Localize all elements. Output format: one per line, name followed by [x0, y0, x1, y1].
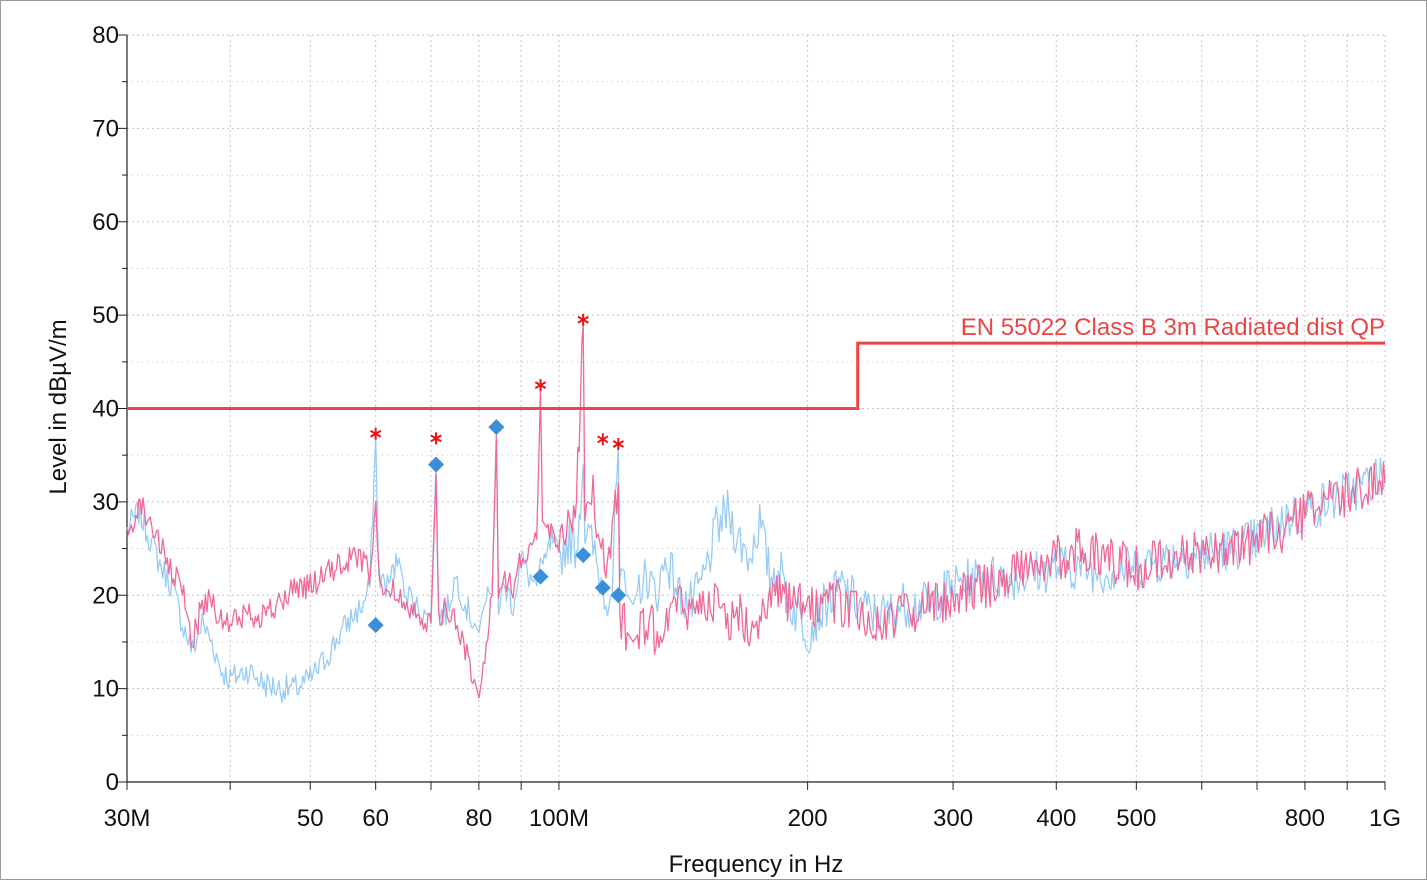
- y-tick-labels: 0 10 20 30 40 50 60 70 80: [92, 22, 119, 796]
- x-tick-label: 500: [1116, 805, 1156, 832]
- peak-marker: [534, 379, 547, 392]
- peak-marker-stroke: [612, 440, 625, 448]
- y-tick-label: 80: [92, 22, 119, 49]
- y-tick-label: 60: [92, 209, 119, 236]
- qp-marker: [575, 547, 592, 564]
- y-axis-label: Level in dBµV/m: [45, 319, 72, 494]
- peak-marker: [430, 432, 442, 445]
- series-line-2: [126, 323, 1386, 699]
- peak-marker-stroke: [369, 429, 382, 438]
- qp-marker: [594, 579, 611, 596]
- limit-line: [127, 341, 1385, 410]
- limit-line-group: EN 55022 Class B 3m Radiated dist QP: [127, 314, 1385, 410]
- x-tick-label: 60: [362, 805, 389, 832]
- peak-marker-stroke: [597, 435, 609, 444]
- peak-marker-stroke: [430, 434, 442, 443]
- x-tick-label: 30M: [104, 805, 151, 832]
- x-tick-labels: 30M 50 60 80 100M 200 300 400 500 800 1G: [104, 805, 1401, 832]
- peak-marker: [597, 433, 609, 446]
- qp-marker: [488, 419, 505, 436]
- x-tick-label: 300: [933, 805, 973, 832]
- limit-line-label: EN 55022 Class B 3m Radiated dist QP: [961, 314, 1385, 341]
- y-tick-label: 0: [106, 769, 119, 796]
- x-tick-label: 80: [466, 805, 493, 832]
- peak-marker-stroke: [534, 381, 547, 390]
- x-axis-label: Frequency in Hz: [669, 851, 844, 878]
- series-traces: [126, 323, 1386, 704]
- y-tick-label: 70: [92, 115, 119, 142]
- y-tick-label: 40: [92, 396, 119, 423]
- peak-marker-stroke: [577, 315, 589, 324]
- y-tick-label: 20: [92, 582, 119, 609]
- qp-marker: [532, 568, 549, 585]
- qp-marker: [610, 587, 627, 604]
- qp-marker: [428, 456, 445, 473]
- y-tick-label: 50: [92, 302, 119, 329]
- y-tick-label: 10: [92, 676, 119, 703]
- x-tick-label: 50: [297, 805, 324, 832]
- x-tick-label: 1G: [1369, 805, 1401, 832]
- x-tick-label: 800: [1285, 805, 1325, 832]
- peak-marker: [612, 437, 625, 450]
- markers: [367, 313, 627, 634]
- x-tick-label: 200: [788, 805, 828, 832]
- qp-marker: [367, 617, 384, 634]
- series-line-1: [126, 426, 1386, 704]
- peak-marker: [577, 313, 589, 326]
- y-tick-label: 30: [92, 489, 119, 516]
- peak-marker: [369, 427, 382, 440]
- x-tick-label: 400: [1036, 805, 1076, 832]
- x-tick-label: 100M: [529, 805, 589, 832]
